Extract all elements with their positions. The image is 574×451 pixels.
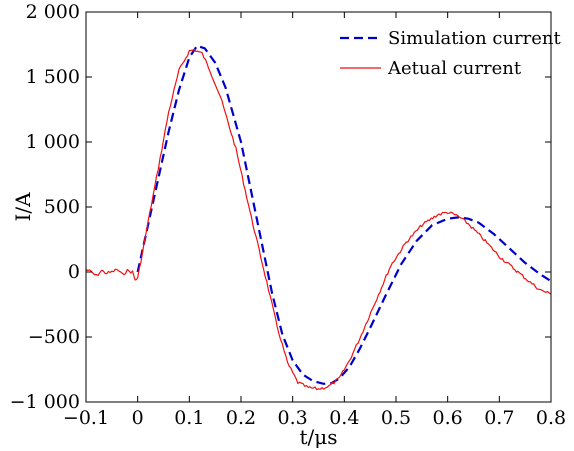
x-axis-title: t/μs xyxy=(299,425,337,449)
y-tick-label: 1 000 xyxy=(26,131,80,153)
series-line-simulation xyxy=(136,44,552,385)
x-tick-label: 0.3 xyxy=(278,407,308,429)
x-tick-label: 0.7 xyxy=(484,407,514,429)
y-tick-label: 1 500 xyxy=(26,66,80,88)
legend-label-simulation: Simulation current xyxy=(388,28,562,49)
tick-labels: −0.1 0 0.1 0.2 0.3 0.4 0.5 0.6 0.7 0.8 −1 000 −500 0… xyxy=(10,1,566,429)
y-tick-label: −1 000 xyxy=(10,391,80,413)
x-tick-label: 0.5 xyxy=(381,407,411,429)
y-tick-label: 500 xyxy=(44,196,80,218)
y-tick-label: 0 xyxy=(68,261,80,283)
x-tick-label: 0.2 xyxy=(226,407,256,429)
x-tick-label: −0.1 xyxy=(63,407,109,429)
y-tick-label: −500 xyxy=(28,326,80,348)
series-line-actual xyxy=(85,48,552,391)
legend: Simulation current Aetual current xyxy=(340,28,562,79)
x-tick-label: 0.4 xyxy=(329,407,359,429)
plot-lines xyxy=(85,44,552,391)
y-axis-title: I/A xyxy=(11,192,35,222)
legend-label-actual: Aetual current xyxy=(387,58,522,79)
x-tick-label: 0.1 xyxy=(174,407,204,429)
x-tick-label: 0.6 xyxy=(433,407,463,429)
axis-ticks xyxy=(85,11,552,403)
x-tick-label: 0 xyxy=(132,407,144,429)
y-tick-label: 2 000 xyxy=(26,1,80,23)
x-tick-label: 0.8 xyxy=(536,407,566,429)
